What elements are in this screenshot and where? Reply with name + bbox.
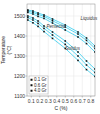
marker bbox=[86, 60, 88, 62]
marker bbox=[52, 34, 54, 36]
marker bbox=[52, 38, 54, 40]
marker bbox=[37, 20, 39, 22]
marker bbox=[37, 16, 39, 18]
marker bbox=[52, 31, 54, 33]
x-axis-label: C (%) bbox=[55, 105, 68, 111]
chart: 0.10.20.30.40.50.60.70.8 1100 1200 1300 1400… bbox=[0, 0, 100, 114]
grid-line bbox=[27, 56, 95, 57]
tick-label: 0.5 bbox=[62, 98, 69, 104]
marker bbox=[77, 60, 79, 62]
marker bbox=[32, 10, 34, 12]
marker bbox=[32, 13, 34, 15]
marker bbox=[94, 76, 95, 78]
tick-label: 1500 bbox=[14, 13, 25, 19]
marker bbox=[32, 12, 34, 14]
marker bbox=[43, 14, 45, 16]
tick-label: 0.7 bbox=[79, 98, 86, 104]
marker bbox=[64, 44, 66, 46]
marker bbox=[86, 40, 88, 42]
grid-line bbox=[56, 4, 57, 96]
tick-label: 1200 bbox=[14, 73, 25, 79]
tick-label: 0.4 bbox=[53, 98, 60, 104]
legend: 0.1 Gr0.6 Gr4.0 Gr bbox=[29, 76, 48, 94]
legend-label: 0.6 Gr bbox=[34, 83, 47, 88]
marker bbox=[64, 40, 66, 42]
tick-label: 0.3 bbox=[45, 98, 52, 104]
marker bbox=[52, 20, 54, 22]
marker bbox=[43, 28, 45, 30]
marker bbox=[43, 16, 45, 18]
tick-label: 1400 bbox=[14, 33, 25, 39]
marker bbox=[86, 43, 88, 45]
marker bbox=[77, 31, 79, 33]
marker bbox=[94, 68, 95, 70]
tick-label: 0.6 bbox=[70, 98, 77, 104]
marker bbox=[27, 9, 29, 11]
marker bbox=[86, 64, 88, 66]
marker bbox=[64, 29, 66, 31]
y-axis-label: Temperature(°C) bbox=[0, 36, 12, 64]
annotation: Liquidus bbox=[81, 16, 99, 21]
marker bbox=[27, 19, 29, 21]
legend-swatch bbox=[31, 84, 33, 86]
tick-label: 1100 bbox=[14, 93, 25, 99]
marker bbox=[27, 17, 29, 19]
marker bbox=[94, 51, 95, 53]
marker bbox=[77, 51, 79, 53]
marker bbox=[94, 45, 95, 47]
marker bbox=[77, 55, 79, 57]
annotation: Solidus bbox=[65, 46, 81, 51]
solidus-line bbox=[28, 20, 95, 76]
marker bbox=[43, 25, 45, 27]
legend-label: 0.1 Gr bbox=[34, 77, 47, 82]
marker bbox=[94, 72, 95, 74]
marker bbox=[37, 14, 39, 16]
tick-label: 0.2 bbox=[36, 98, 43, 104]
marker bbox=[86, 69, 88, 71]
legend-label: 4.0 Gr bbox=[34, 88, 47, 93]
marker bbox=[77, 36, 79, 38]
marker bbox=[32, 17, 34, 19]
marker bbox=[43, 31, 45, 33]
marker bbox=[77, 33, 79, 35]
marker bbox=[37, 26, 39, 28]
tick-label: 0.1 bbox=[28, 98, 35, 104]
marker bbox=[27, 12, 29, 14]
marker bbox=[37, 23, 39, 25]
marker bbox=[37, 12, 39, 14]
marker bbox=[86, 37, 88, 39]
marker bbox=[32, 22, 34, 24]
marker bbox=[43, 18, 45, 20]
marker bbox=[94, 48, 95, 50]
legend-frame bbox=[29, 76, 48, 94]
tick-label: 1300 bbox=[14, 53, 25, 59]
annotation: Peritectic bbox=[47, 24, 66, 29]
legend-swatch bbox=[31, 90, 33, 92]
tick-label: 0.8 bbox=[87, 98, 94, 104]
marker bbox=[52, 18, 54, 20]
legend-swatch bbox=[31, 79, 33, 81]
marker bbox=[32, 19, 34, 21]
marker bbox=[27, 15, 29, 17]
marker bbox=[27, 10, 29, 12]
